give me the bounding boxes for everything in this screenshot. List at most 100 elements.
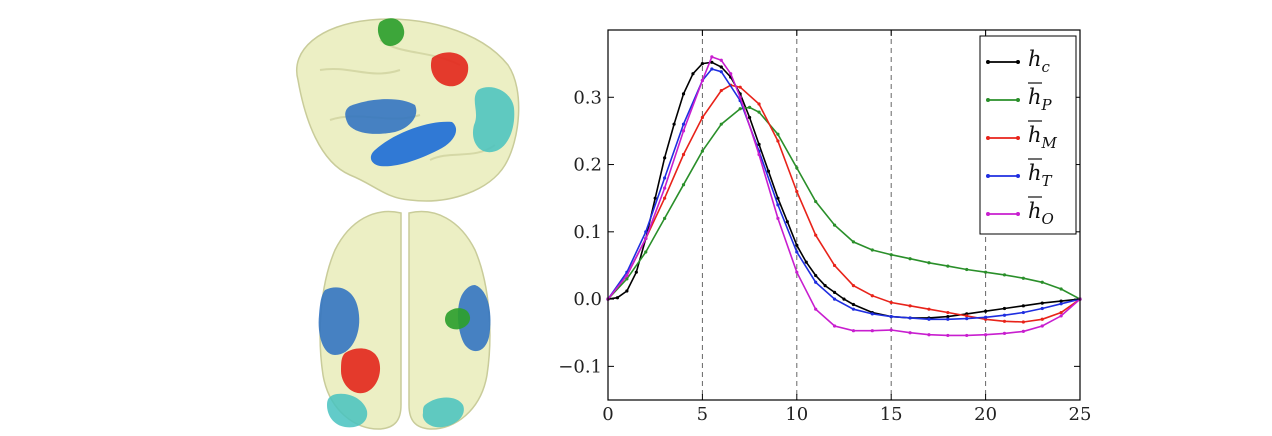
region-motor: [430, 52, 469, 87]
data-point-c: [851, 302, 856, 307]
data-point-T: [681, 122, 686, 126]
hrf-line-chart: −0.1 0.0 0.1 0.2 0.3 0 5 10 15 20 25 hc hP hM hT hO: [560, 29, 1091, 424]
vertical-reference-lines: [701, 30, 987, 400]
data-point-c: [663, 156, 667, 160]
data-point-M: [719, 88, 723, 93]
data-point-O: [984, 333, 988, 337]
legend-swatch-dot: [986, 98, 990, 102]
series-layer: [606, 55, 1082, 338]
region-temporal-lower: [370, 121, 457, 167]
data-point-O: [663, 186, 667, 190]
data-point-c: [832, 290, 837, 294]
data-point-T: [1040, 306, 1044, 311]
data-point-O: [814, 307, 818, 311]
data-point-P: [748, 105, 752, 109]
legend-swatch-dot: [986, 174, 990, 178]
data-point-P: [644, 250, 648, 254]
data-point-P: [700, 149, 704, 153]
data-point-T: [814, 280, 818, 284]
data-point-M: [776, 139, 780, 143]
data-point-M: [965, 314, 969, 318]
legend-swatch-dot: [1016, 60, 1020, 64]
data-point-P: [832, 223, 837, 227]
data-point-c: [785, 220, 789, 224]
data-point-M: [757, 102, 761, 106]
data-point-T: [965, 317, 969, 321]
data-point-M: [1021, 320, 1025, 324]
data-point-O: [1059, 314, 1063, 318]
data-point-O: [851, 329, 856, 333]
left-hemisphere: [319, 210, 402, 430]
data-point-M: [908, 304, 912, 308]
data-point-c: [748, 115, 752, 120]
data-point-P: [795, 166, 799, 170]
x-axis-ticks: 0 5 10 15 20 25: [602, 30, 1091, 424]
data-point-P: [757, 110, 761, 114]
data-point-c: [1040, 301, 1044, 305]
data-point-P: [965, 267, 969, 272]
data-point-O: [681, 129, 686, 133]
legend-label-c: hc: [1028, 47, 1051, 76]
data-point-P: [908, 257, 912, 261]
data-point-c: [634, 270, 638, 274]
data-point-T: [795, 250, 799, 254]
data-point-P: [776, 132, 780, 136]
region-occipital: [472, 87, 515, 153]
region-parietal: [377, 18, 405, 47]
legend-label-O: hO: [1028, 199, 1054, 228]
data-point-M: [795, 189, 799, 194]
data-point-O: [700, 78, 704, 83]
data-point-O: [946, 333, 950, 338]
data-point-c: [653, 196, 657, 200]
data-point-c: [710, 60, 714, 64]
data-point-c: [625, 289, 629, 293]
legend-label-M: hM: [1028, 123, 1058, 152]
data-point-O: [644, 236, 648, 241]
data-point-O: [908, 331, 912, 335]
data-point-c: [719, 65, 723, 69]
data-point-c: [984, 309, 988, 313]
data-point-P: [927, 261, 931, 265]
data-point-T: [719, 70, 723, 74]
y-tick-label: 0.1: [573, 222, 602, 243]
data-point-O: [870, 329, 874, 333]
data-point-c: [842, 297, 846, 301]
data-point-T: [946, 317, 950, 321]
y-tick-label: 0.0: [573, 289, 602, 310]
data-point-O: [738, 95, 742, 99]
data-point-T: [832, 297, 837, 301]
data-point-P: [1021, 276, 1025, 280]
data-point-P: [738, 107, 742, 111]
data-point-c: [1021, 304, 1025, 308]
legend: hc hP hM hT hO: [979, 35, 1077, 235]
data-point-c: [1059, 299, 1063, 303]
data-point-P: [889, 253, 893, 257]
data-point-T: [1002, 313, 1007, 317]
data-point-O: [927, 333, 931, 337]
data-point-O: [1040, 324, 1044, 328]
data-point-P: [625, 277, 629, 281]
legend-label-T: hT: [1028, 161, 1053, 190]
data-point-O: [965, 333, 969, 338]
data-point-c: [757, 142, 761, 146]
data-point-O: [625, 273, 629, 278]
data-point-T: [908, 316, 912, 320]
data-point-c: [795, 243, 799, 247]
data-point-P: [681, 183, 686, 187]
data-point-O: [1002, 331, 1007, 335]
region-motor-left: [341, 348, 381, 394]
x-tick-label: 0: [602, 404, 613, 424]
data-point-c: [823, 284, 827, 288]
y-tick-label: −0.1: [560, 356, 602, 377]
data-point-T: [1059, 302, 1063, 306]
data-point-O: [757, 152, 761, 157]
data-point-P: [984, 270, 988, 274]
data-point-P: [663, 216, 667, 220]
data-point-c: [1002, 306, 1007, 311]
plot-area-border: [607, 29, 1081, 401]
data-point-c: [804, 260, 808, 264]
data-point-T: [889, 314, 893, 319]
data-point-M: [946, 310, 950, 315]
legend-swatch-dot: [986, 136, 990, 140]
data-point-O: [729, 72, 733, 76]
